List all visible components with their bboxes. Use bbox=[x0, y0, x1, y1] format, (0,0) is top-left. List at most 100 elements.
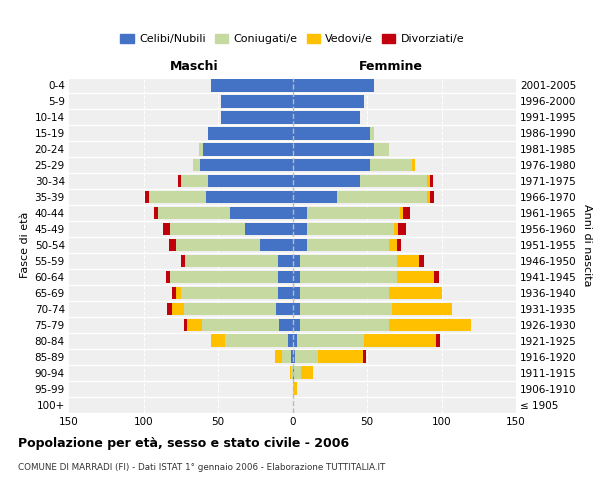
Bar bbox=[293, 111, 359, 124]
Bar bbox=[200, 159, 293, 172]
Bar bbox=[278, 286, 293, 299]
Bar bbox=[226, 334, 288, 347]
Bar bbox=[427, 191, 430, 203]
Bar bbox=[206, 191, 293, 203]
Bar bbox=[176, 286, 181, 299]
Bar bbox=[293, 191, 337, 203]
Bar bbox=[293, 80, 374, 92]
Bar bbox=[260, 239, 293, 251]
Bar bbox=[359, 175, 427, 188]
Bar bbox=[279, 318, 293, 331]
Bar bbox=[389, 318, 472, 331]
Bar bbox=[389, 286, 442, 299]
Bar bbox=[172, 286, 176, 299]
Bar bbox=[202, 318, 279, 331]
Bar bbox=[374, 143, 389, 156]
Bar bbox=[181, 286, 278, 299]
Bar bbox=[293, 223, 307, 235]
Bar bbox=[301, 366, 313, 379]
Y-axis label: Fasce di età: Fasce di età bbox=[20, 212, 31, 278]
Bar bbox=[293, 239, 307, 251]
Bar bbox=[389, 239, 397, 251]
Bar bbox=[149, 191, 206, 203]
Bar bbox=[295, 350, 318, 363]
Bar bbox=[291, 366, 293, 379]
Bar bbox=[318, 350, 362, 363]
Bar bbox=[293, 159, 370, 172]
Bar bbox=[307, 207, 400, 220]
Bar bbox=[293, 382, 294, 395]
Bar bbox=[211, 80, 293, 92]
Bar bbox=[193, 159, 200, 172]
Bar bbox=[370, 127, 374, 140]
Bar bbox=[392, 302, 452, 315]
Bar bbox=[278, 270, 293, 283]
Bar bbox=[290, 366, 291, 379]
Bar bbox=[430, 191, 434, 203]
Bar bbox=[293, 95, 364, 108]
Bar bbox=[293, 207, 307, 220]
Bar bbox=[293, 127, 370, 140]
Bar bbox=[293, 254, 300, 267]
Bar bbox=[293, 270, 300, 283]
Bar bbox=[293, 175, 359, 188]
Bar bbox=[370, 159, 412, 172]
Bar bbox=[184, 302, 276, 315]
Bar bbox=[307, 239, 389, 251]
Bar bbox=[158, 207, 230, 220]
Bar bbox=[276, 302, 293, 315]
Bar bbox=[181, 175, 208, 188]
Bar bbox=[293, 302, 300, 315]
Bar bbox=[203, 143, 293, 156]
Bar bbox=[178, 175, 181, 188]
Text: COMUNE DI MARRADI (FI) - Dati ISTAT 1° gennaio 2006 - Elaborazione TUTTITALIA.IT: COMUNE DI MARRADI (FI) - Dati ISTAT 1° g… bbox=[18, 462, 385, 471]
Bar bbox=[427, 175, 430, 188]
Bar bbox=[154, 207, 158, 220]
Bar bbox=[185, 254, 278, 267]
Bar bbox=[278, 254, 293, 267]
Bar bbox=[170, 270, 278, 283]
Bar bbox=[364, 334, 436, 347]
Bar bbox=[430, 175, 433, 188]
Bar bbox=[293, 143, 374, 156]
Legend: Celibi/Nubili, Coniugati/e, Vedovi/e, Divorziati/e: Celibi/Nubili, Coniugati/e, Vedovi/e, Di… bbox=[116, 30, 469, 49]
Bar bbox=[291, 350, 293, 363]
Bar bbox=[221, 111, 293, 124]
Bar bbox=[145, 191, 149, 203]
Bar bbox=[397, 270, 434, 283]
Bar bbox=[434, 270, 439, 283]
Bar bbox=[221, 95, 293, 108]
Bar bbox=[293, 286, 300, 299]
Bar bbox=[397, 239, 401, 251]
Bar bbox=[199, 143, 203, 156]
Bar bbox=[300, 286, 389, 299]
Bar bbox=[167, 302, 172, 315]
Bar bbox=[397, 254, 419, 267]
Bar bbox=[398, 223, 406, 235]
Bar bbox=[419, 254, 424, 267]
Bar bbox=[293, 318, 300, 331]
Bar bbox=[176, 239, 260, 251]
Bar bbox=[170, 223, 245, 235]
Bar bbox=[400, 207, 403, 220]
Bar bbox=[211, 334, 226, 347]
Text: Femmine: Femmine bbox=[359, 60, 423, 72]
Bar bbox=[166, 270, 170, 283]
Bar bbox=[288, 334, 293, 347]
Bar bbox=[187, 318, 202, 331]
Bar bbox=[172, 302, 184, 315]
Bar bbox=[293, 350, 295, 363]
Bar bbox=[300, 318, 389, 331]
Bar bbox=[300, 302, 392, 315]
Bar bbox=[169, 239, 176, 251]
Bar bbox=[208, 175, 293, 188]
Bar bbox=[300, 254, 397, 267]
Bar bbox=[294, 366, 301, 379]
Bar bbox=[184, 318, 187, 331]
Bar bbox=[300, 270, 397, 283]
Bar bbox=[403, 207, 410, 220]
Bar bbox=[412, 159, 415, 172]
Text: Maschi: Maschi bbox=[170, 60, 218, 72]
Bar bbox=[337, 191, 427, 203]
Bar bbox=[293, 366, 294, 379]
